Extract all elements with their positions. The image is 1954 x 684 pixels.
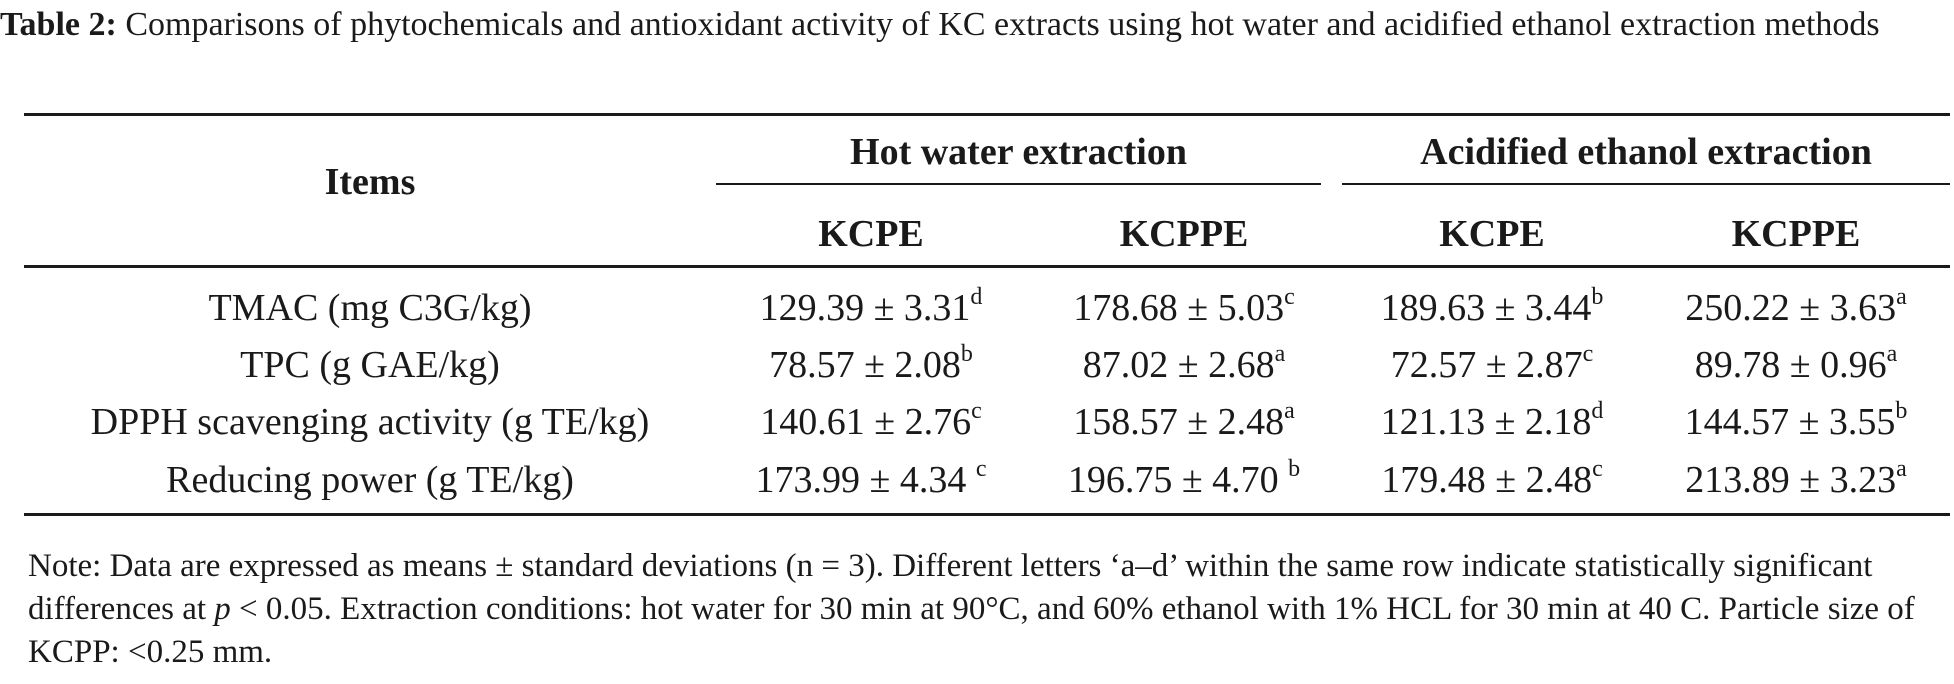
table-caption: Table 2: Comparisons of phytochemicals a…: [0, 2, 1950, 48]
significance-letter: b: [1895, 398, 1908, 424]
header-group-hot-water: Hot water extraction: [850, 131, 1187, 173]
significance-letter: c: [1582, 341, 1594, 367]
significance-letter: c: [1592, 456, 1603, 482]
row-reducing-power-hot-kcppe: 196.75 ± 4.70 b: [1067, 456, 1301, 501]
header-subcol-kcpe-ethanol: KCPE: [1439, 213, 1545, 255]
significance-letter: d: [970, 284, 983, 310]
significance-letter: c: [1284, 284, 1295, 310]
row-tpc-hot-kcpe: 78.57 ± 2.08b: [769, 341, 973, 386]
row-tmac-hot-kcppe: 178.68 ± 5.03c: [1073, 284, 1295, 329]
significance-letter: a: [1886, 341, 1898, 367]
table-caption-text: Comparisons of phytochemicals and antiox…: [125, 6, 1880, 43]
significance-letter: a: [1896, 284, 1907, 310]
significance-letter: b: [960, 341, 973, 367]
significance-letter: c: [975, 456, 987, 482]
row-reducing-power-hot-kcpe: 173.99 ± 4.34 c: [755, 456, 987, 501]
p-value-symbol: p: [214, 591, 231, 627]
row-tmac-label: TMAC (mg C3G/kg): [208, 287, 532, 329]
row-reducing-power-label: Reducing power (g TE/kg): [166, 459, 574, 501]
table-caption-label: Table 2:: [0, 6, 117, 43]
row-dpph-hot-kcpe: 140.61 ± 2.76c: [760, 398, 982, 443]
significance-letter: a: [1274, 341, 1286, 367]
row-tmac-ethanol-kcpe: 189.63 ± 3.44b: [1380, 284, 1604, 329]
row-tpc-hot-kcppe: 87.02 ± 2.68a: [1082, 341, 1286, 386]
row-dpph-hot-kcppe: 158.57 ± 2.48a: [1073, 398, 1295, 443]
row-reducing-power-ethanol-kcpe: 179.48 ± 2.48c: [1381, 456, 1603, 501]
significance-letter: d: [1591, 398, 1604, 424]
significance-letter: a: [1284, 398, 1295, 424]
header-group-acidified-ethanol: Acidified ethanol extraction: [1420, 131, 1872, 173]
header-subcol-kcppe-ethanol: KCPPE: [1731, 213, 1861, 255]
group-rule-acidified-ethanol: [1342, 183, 1950, 185]
significance-letter: b: [1288, 456, 1301, 482]
row-dpph-label: DPPH scavenging activity (g TE/kg): [90, 401, 650, 443]
row-tpc-label: TPC (g GAE/kg): [240, 344, 500, 386]
header-subcol-kcppe-hot: KCPPE: [1119, 213, 1249, 255]
row-reducing-power-ethanol-kcppe: 213.89 ± 3.23a: [1685, 456, 1907, 501]
bottom-rule: [24, 513, 1950, 516]
significance-letter: c: [971, 398, 982, 424]
significance-letter: b: [1591, 284, 1604, 310]
header-items: Items: [324, 161, 416, 203]
table-note: Note: Data are expressed as means ± stan…: [28, 548, 1915, 670]
row-dpph-ethanol-kcpe: 121.13 ± 2.18d: [1380, 398, 1604, 443]
row-tpc-ethanol-kcpe: 72.57 ± 2.87c: [1390, 341, 1594, 386]
row-dpph-ethanol-kcppe: 144.57 ± 3.55b: [1684, 398, 1908, 443]
top-rule: [24, 113, 1950, 116]
significance-letter: a: [1896, 456, 1907, 482]
header-subcol-kcpe-hot: KCPE: [818, 213, 924, 255]
header-bottom-rule: [24, 265, 1950, 268]
row-tpc-ethanol-kcppe: 89.78 ± 0.96a: [1694, 341, 1898, 386]
row-tmac-ethanol-kcppe: 250.22 ± 3.63a: [1685, 284, 1907, 329]
group-rule-hot-water: [716, 183, 1321, 185]
row-tmac-hot-kcpe: 129.39 ± 3.31d: [759, 284, 983, 329]
